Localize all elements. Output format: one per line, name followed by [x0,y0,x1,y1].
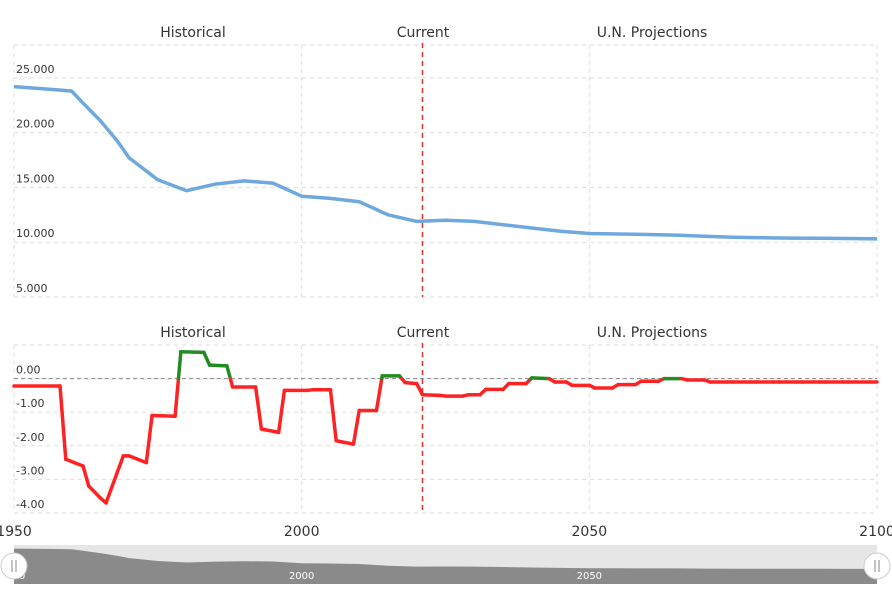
navigator-right-handle[interactable] [864,553,890,579]
x-tick-label: 2000 [284,524,320,540]
growth-series-segment [532,378,549,379]
growth-series-segment [353,411,359,445]
growth-series-segment [376,379,381,411]
y-tick-label: 10.000 [16,227,55,240]
section-label: Current [397,325,450,341]
section-label: U.N. Projections [597,25,708,41]
y-tick-label: 20.000 [16,118,55,131]
growth-series-segment [66,459,83,466]
growth-series-segment [181,352,204,353]
growth-series-segment [261,429,278,432]
growth-series-segment [417,384,423,395]
navigator-tick-label: 2000 [289,571,314,582]
section-label: Historical [160,325,226,341]
growth-series-segment [60,386,66,459]
growth-series-segment [210,365,227,366]
y-tick-label: -2.00 [16,431,44,444]
navigator-left-handle[interactable] [1,553,27,579]
section-label: Historical [160,25,226,41]
growth-series-segment [204,352,210,365]
x-tick-label: 2050 [572,524,608,540]
y-tick-label: 0.00 [16,364,41,377]
growth-series-segment [336,441,353,444]
growth-series-segment [83,466,89,486]
y-tick-label: -1.00 [16,397,44,410]
x-tick-label: 2100 [859,524,892,540]
navigator-tick-label: 2050 [577,571,602,582]
y-tick-label: 15.000 [16,172,55,185]
growth-series-segment [152,416,175,417]
y-tick-label: 25.000 [16,63,55,76]
growth-series-segment [227,366,230,379]
growth-series-segment [129,456,146,463]
growth-series-segment [279,390,285,432]
y-tick-label: 5.000 [16,282,48,295]
y-tick-label: -3.00 [16,464,44,477]
growth-series-segment [178,352,180,379]
growth-series-segment [422,395,439,396]
section-label: U.N. Projections [597,325,708,341]
growth-series-segment [256,387,262,429]
growth-series-segment [175,379,178,417]
growth-series-segment [89,486,101,498]
x-tick-label: 1950 [0,524,32,540]
section-label: Current [397,25,450,41]
population-series-line [14,87,877,239]
growth-series-segment [146,416,152,463]
y-tick-label: -4.00 [16,498,44,511]
growth-series-segment [330,390,336,441]
